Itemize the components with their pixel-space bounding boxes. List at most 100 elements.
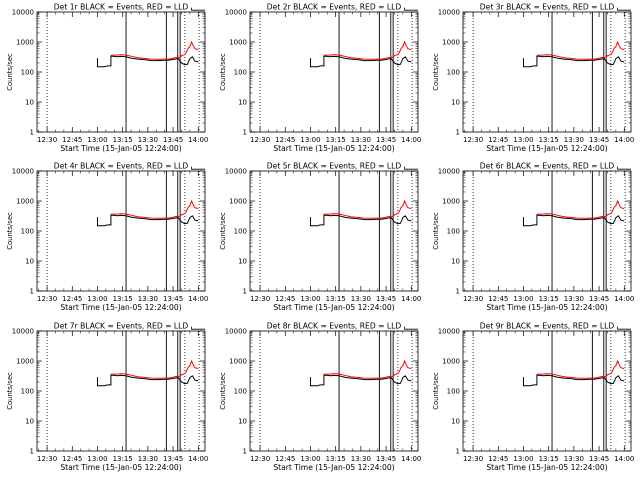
series-events-line bbox=[523, 214, 625, 227]
panel-title: Det 5r BLACK = Events, RED = LLD bbox=[267, 162, 402, 171]
x-tick-label: 13:45 bbox=[376, 136, 396, 144]
corner-marker bbox=[191, 7, 205, 11]
x-tick-label: 12:45 bbox=[275, 295, 295, 303]
x-tick-label: 13:15 bbox=[539, 455, 559, 463]
panel-title: Det 6r BLACK = Events, RED = LLD bbox=[480, 162, 615, 171]
panel-5: Det 5r BLACK = Events, RED = LLD 1 10 100 10… bbox=[219, 162, 421, 313]
x-tick-label: 13:15 bbox=[113, 136, 133, 144]
x-tick-label: 12:30 bbox=[463, 455, 483, 463]
series-lld-line bbox=[536, 359, 625, 379]
y-tick-label: 10000 bbox=[12, 328, 34, 336]
panel-title: Det 7r BLACK = Events, RED = LLD bbox=[54, 322, 189, 331]
x-tick-label: 13:30 bbox=[138, 136, 158, 144]
series-lld-line bbox=[323, 199, 412, 219]
x-tick-label: 13:30 bbox=[138, 295, 158, 303]
series-lld-line bbox=[110, 40, 199, 60]
x-tick-label: 13:30 bbox=[564, 455, 584, 463]
y-axis-label: Counts/sec bbox=[432, 372, 440, 410]
x-tick-label: 14:00 bbox=[401, 455, 421, 463]
x-tick-label: 13:30 bbox=[564, 136, 584, 144]
y-tick-label: 10 bbox=[25, 258, 34, 266]
x-tick-label: 13:15 bbox=[326, 295, 346, 303]
y-tick-label: 100 bbox=[21, 69, 34, 77]
x-tick-label: 14:00 bbox=[401, 295, 421, 303]
panel-6: Det 6r BLACK = Events, RED = LLD 1 10 100 10… bbox=[432, 162, 634, 313]
x-axis-label: Start Time (15-Jan-05 12:24:00) bbox=[486, 303, 607, 312]
y-tick-label: 10 bbox=[451, 258, 460, 266]
series-events-line bbox=[97, 214, 199, 227]
y-tick-label: 100 bbox=[447, 388, 460, 396]
y-tick-label: 100 bbox=[447, 228, 460, 236]
panel-title: Det 4r BLACK = Events, RED = LLD bbox=[54, 162, 189, 171]
y-tick-label: 1000 bbox=[229, 198, 247, 206]
x-tick-label: 13:45 bbox=[589, 136, 609, 144]
y-tick-label: 10000 bbox=[438, 168, 460, 176]
corner-marker bbox=[404, 7, 418, 11]
x-tick-label: 14:00 bbox=[188, 136, 208, 144]
y-tick-label: 10000 bbox=[438, 9, 460, 17]
y-tick-label: 100 bbox=[234, 69, 247, 77]
y-tick-label: 10 bbox=[25, 99, 34, 107]
x-tick-label: 12:45 bbox=[488, 295, 508, 303]
series-events-line bbox=[97, 55, 199, 68]
x-tick-label: 12:45 bbox=[488, 455, 508, 463]
panel-2: Det 2r BLACK = Events, RED = LLD 1 10 100 10… bbox=[219, 3, 421, 154]
x-tick-label: 13:00 bbox=[87, 455, 107, 463]
y-tick-label: 10 bbox=[451, 418, 460, 426]
x-tick-label: 13:00 bbox=[300, 455, 320, 463]
x-tick-label: 12:30 bbox=[463, 295, 483, 303]
x-tick-label: 13:00 bbox=[513, 455, 533, 463]
panel-title: Det 2r BLACK = Events, RED = LLD bbox=[267, 3, 402, 12]
corner-marker bbox=[617, 166, 631, 170]
y-axis-label: Counts/sec bbox=[432, 212, 440, 250]
y-tick-label: 1000 bbox=[442, 358, 460, 366]
series-lld-line bbox=[536, 40, 625, 60]
x-tick-label: 12:45 bbox=[62, 136, 82, 144]
panel-7: Det 7r BLACK = Events, RED = LLD 1 10 100 10… bbox=[6, 322, 208, 473]
x-tick-label: 13:30 bbox=[351, 136, 371, 144]
y-tick-label: 10000 bbox=[225, 328, 247, 336]
y-tick-label: 1 bbox=[30, 448, 34, 456]
y-tick-label: 10000 bbox=[438, 328, 460, 336]
y-tick-label: 1 bbox=[456, 288, 460, 296]
y-tick-label: 1000 bbox=[16, 198, 34, 206]
y-tick-label: 1000 bbox=[229, 358, 247, 366]
x-tick-label: 13:00 bbox=[300, 136, 320, 144]
x-tick-label: 12:30 bbox=[37, 295, 57, 303]
y-tick-label: 1 bbox=[243, 448, 247, 456]
y-axis-label: Counts/sec bbox=[219, 53, 227, 91]
y-axis-label: Counts/sec bbox=[6, 372, 14, 410]
panel-title: Det 9r BLACK = Events, RED = LLD bbox=[480, 322, 615, 331]
x-tick-label: 13:15 bbox=[113, 295, 133, 303]
x-axis-label: Start Time (15-Jan-05 12:24:00) bbox=[273, 303, 394, 312]
corner-marker bbox=[191, 326, 205, 330]
y-tick-label: 1 bbox=[456, 448, 460, 456]
y-tick-label: 100 bbox=[234, 388, 247, 396]
y-tick-label: 100 bbox=[234, 228, 247, 236]
y-tick-label: 1000 bbox=[16, 39, 34, 47]
y-tick-label: 1 bbox=[456, 129, 460, 137]
y-tick-label: 10 bbox=[238, 258, 247, 266]
series-events-line bbox=[310, 374, 412, 387]
x-tick-label: 13:00 bbox=[300, 295, 320, 303]
y-tick-label: 1 bbox=[30, 129, 34, 137]
x-tick-label: 13:45 bbox=[163, 455, 183, 463]
panel-title: Det 1r BLACK = Events, RED = LLD bbox=[54, 3, 189, 12]
y-axis-label: Counts/sec bbox=[6, 212, 14, 250]
y-axis-label: Counts/sec bbox=[6, 53, 14, 91]
x-axis-label: Start Time (15-Jan-05 12:24:00) bbox=[60, 463, 181, 472]
x-tick-label: 12:30 bbox=[250, 455, 270, 463]
y-tick-label: 1000 bbox=[442, 39, 460, 47]
x-tick-label: 14:00 bbox=[188, 295, 208, 303]
series-events-line bbox=[310, 55, 412, 68]
y-tick-label: 100 bbox=[21, 228, 34, 236]
x-tick-label: 13:45 bbox=[376, 455, 396, 463]
x-tick-label: 12:30 bbox=[250, 295, 270, 303]
y-tick-label: 1000 bbox=[229, 39, 247, 47]
x-axis-label: Start Time (15-Jan-05 12:24:00) bbox=[486, 463, 607, 472]
y-axis-label: Counts/sec bbox=[219, 212, 227, 250]
y-tick-label: 10000 bbox=[225, 9, 247, 17]
x-tick-label: 12:30 bbox=[463, 136, 483, 144]
x-axis-label: Start Time (15-Jan-05 12:24:00) bbox=[60, 303, 181, 312]
panel-3: Det 3r BLACK = Events, RED = LLD 1 10 100 10… bbox=[432, 3, 634, 154]
